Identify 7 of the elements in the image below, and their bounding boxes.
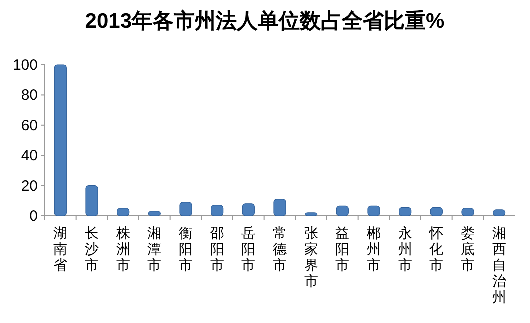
y-tick-label: 80 <box>21 87 38 104</box>
y-tick-label: 0 <box>30 208 38 225</box>
y-tick-label: 40 <box>21 148 38 165</box>
title: 2013年各市州法人单位数占全省比重% <box>85 10 445 33</box>
y-tick-label: 100 <box>12 57 38 74</box>
y-tick-label: 20 <box>21 178 38 195</box>
y-tick-label: 60 <box>21 117 38 134</box>
